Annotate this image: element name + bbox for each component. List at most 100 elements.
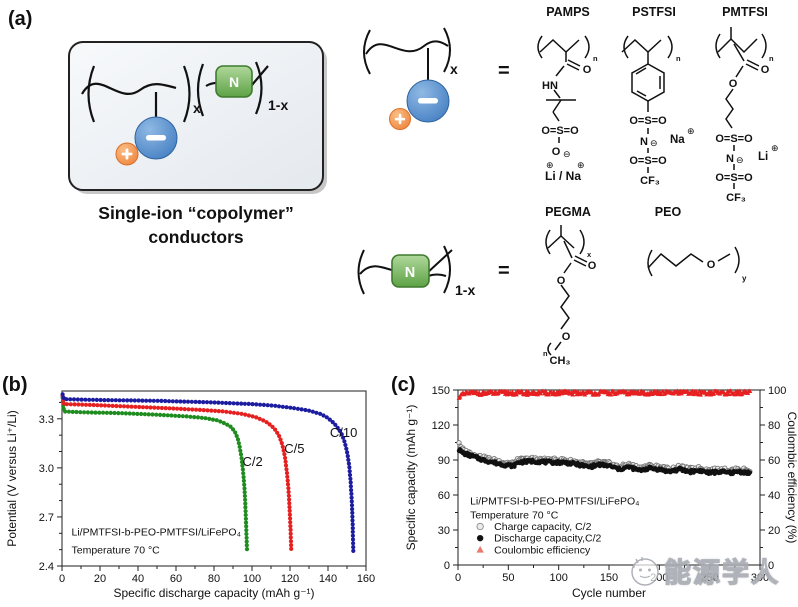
pamps-plus1: ⊕ xyxy=(546,160,554,170)
neutral-monomer-box-2 xyxy=(391,254,430,288)
x-tick-label: 0 xyxy=(455,572,461,584)
x-tick-label: 160 xyxy=(357,573,375,585)
x-tick-label: 200 xyxy=(650,572,668,584)
x-tick-label: 100 xyxy=(549,572,567,584)
pegma-x-sub: x xyxy=(587,250,592,259)
panel-b-label: (b) xyxy=(2,374,28,396)
chart-c-tick-labels: 0 50 100 150 200 250 3000306090120150020406080… xyxy=(432,385,787,584)
chart-b-series-C-10 xyxy=(60,392,356,553)
minus-icon-2 xyxy=(418,98,438,104)
pstfsi-bonds xyxy=(621,35,673,173)
neutral-1mx-sub: 1-x xyxy=(455,282,475,298)
chart-b-ylabel: Potential (V versus Li⁺/Li) xyxy=(5,410,19,546)
header-pamps: PAMPS xyxy=(546,5,590,19)
chart-c-ylabel-left: Specific capacity (mAh g⁻¹) xyxy=(404,405,418,551)
pamps-hn: HN xyxy=(542,80,558,92)
chart-b-series-C-5 xyxy=(60,393,294,551)
box-1mx-subscript: 1-x xyxy=(268,97,288,113)
plus-icon-2v xyxy=(398,113,402,125)
pegma-o-ester: O xyxy=(557,275,566,287)
peo-o: O xyxy=(707,259,716,271)
header-pstfsi: PSTFSI xyxy=(632,5,676,19)
pamps-n-sub: n xyxy=(593,54,598,63)
y-right-tick-label: 20 xyxy=(768,525,780,537)
pamps-o-anion: O xyxy=(552,146,561,158)
chart-b-frame xyxy=(61,390,367,567)
pmtfsi-n-atom: N xyxy=(726,153,734,165)
pstfsi-na: Na xyxy=(670,134,685,146)
pmtfsi-li: Li xyxy=(758,151,768,163)
panel-c-label: (c) xyxy=(391,374,416,396)
x-tick-label: 120 xyxy=(281,573,299,585)
x-tick-label: 150 xyxy=(600,572,618,584)
header-peo: PEO xyxy=(655,205,682,219)
pegma-o-carbonyl: O xyxy=(588,260,597,272)
x-tick-label: 140 xyxy=(319,573,337,585)
pmtfsi-minus-circle: ⊖ xyxy=(736,155,744,165)
chart-b: 0 20 40 60 80 100 120 140 160 2.4 2.7 3.0 3.3 Specifi… xyxy=(5,390,375,600)
equals-row2: = xyxy=(498,260,510,282)
chart-c: 0 50 100 150 200 250 3000306090120150020406080… xyxy=(404,385,798,600)
chart-b-curve-label: C/2 xyxy=(243,454,263,469)
box-x-subscript: x xyxy=(193,100,201,116)
chart-c-xlabel: Cycle number xyxy=(572,586,646,600)
x-tick-label: 60 xyxy=(170,573,182,585)
y-tick-label: 3.3 xyxy=(39,414,54,426)
pamps-so2: O=S=O xyxy=(541,125,579,137)
pstfsi-plus-circle: ⊕ xyxy=(687,126,695,136)
anion-unit-x-sub: x xyxy=(450,61,458,77)
pstfsi-so2-top: O=S=O xyxy=(629,115,667,127)
y-left-tick-label: 90 xyxy=(438,455,450,467)
pamps-cations: Li / Na xyxy=(545,169,581,183)
panel-a-label: (a) xyxy=(8,8,33,30)
y-left-tick-label: 0 xyxy=(444,560,450,572)
pstfsi-n-sub: n xyxy=(676,54,681,63)
legend-label: Discharge capacity,C/2 xyxy=(494,533,601,545)
neutral-monomer-letter-2: N xyxy=(405,265,415,281)
caption-line1: Single-ion “copolymer” xyxy=(98,203,293,223)
legend-label: Coulombic efficiency xyxy=(494,544,591,556)
pegma-ch3: CH₃ xyxy=(550,355,571,367)
chart-c-series-triangle xyxy=(456,388,753,400)
header-pmtfsi: PMTFSI xyxy=(722,5,768,19)
y-tick-label: 3.0 xyxy=(39,463,54,475)
pegma-o-chain: O xyxy=(562,331,571,343)
pmtfsi-o-ester: O xyxy=(729,78,738,90)
chart-b-axes xyxy=(57,390,367,571)
pstfsi-so2-bottom: O=S=O xyxy=(629,155,667,167)
chart-c-annotation: Temperature 70 °C xyxy=(470,509,559,521)
pegma-bonds xyxy=(545,225,588,356)
x-tick-label: 50 xyxy=(502,572,514,584)
y-right-tick-label: 80 xyxy=(768,420,780,432)
pmtfsi-plus-circle: ⊕ xyxy=(771,143,779,153)
x-tick-label: 300 xyxy=(751,572,769,584)
peo-bonds xyxy=(647,246,740,277)
pstfsi-minus-circle: ⊖ xyxy=(650,138,658,148)
chart-c-annotation: Li/PMTFSI-b-PEO-PMTFSI/LiFePO₄ xyxy=(470,495,639,507)
pmtfsi-cf3: CF₃ xyxy=(726,192,746,204)
peo-y-sub: y xyxy=(742,274,747,283)
pstfsi-cf3: CF₃ xyxy=(640,175,660,187)
equals-row1: = xyxy=(498,60,510,82)
y-right-tick-label: 60 xyxy=(768,455,780,467)
y-left-tick-label: 60 xyxy=(438,490,450,502)
chart-c-ylabel-right: Coulombic efficiency (%) xyxy=(785,412,798,544)
pamps-plus2: ⊕ xyxy=(577,160,585,170)
chart-c-series-open-circle xyxy=(456,440,753,475)
pmtfsi-n-sub: n xyxy=(769,54,774,63)
neutral-monomer-letter: N xyxy=(229,74,239,90)
chart-b-curve-label: C/10 xyxy=(330,425,357,440)
y-left-tick-label: 150 xyxy=(432,385,450,397)
panel-a-schematic: x N 1-x Single-ion “copolymer” conductor… xyxy=(68,5,779,367)
x-tick-label: 40 xyxy=(132,573,144,585)
neutral-monomer-box xyxy=(215,65,253,98)
chart-b-tick-labels: 0 20 40 60 80 100 120 140 160 2.4 2.7 3.0 3.3 xyxy=(39,414,375,585)
pstfsi-n-atom: N xyxy=(640,136,648,148)
copolymer-box xyxy=(68,41,324,191)
pmtfsi-so2-top: O=S=O xyxy=(715,133,753,145)
y-tick-label: 2.7 xyxy=(39,512,54,524)
pamps-carbonyl-o: O xyxy=(583,64,592,76)
x-tick-label: 20 xyxy=(94,573,106,585)
pamps-bonds xyxy=(537,35,590,143)
